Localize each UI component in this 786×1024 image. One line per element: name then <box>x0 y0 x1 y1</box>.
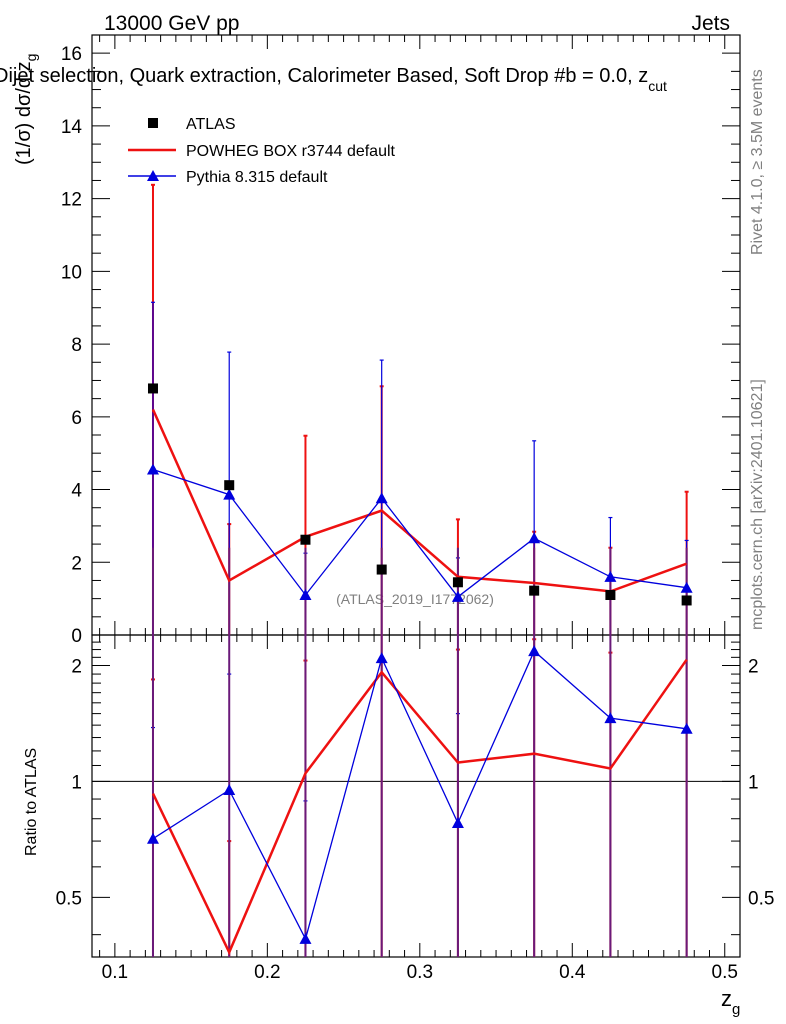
pythia-ratio-line <box>152 650 687 941</box>
pythia-point <box>680 581 693 593</box>
x-tick-label: 0.5 <box>712 962 738 983</box>
pythia-point <box>375 492 388 504</box>
ratio-axes: 0.1 0.2 0.3 0.4 0.5 0.5 0.5 1 1 2 2 <box>56 635 774 983</box>
pythia-point <box>528 532 541 544</box>
plot-title-main: Dijet selection, Quark extraction, Calor… <box>0 65 648 87</box>
x-tick-label: 0.1 <box>102 962 128 983</box>
main-axes: 0 2 4 6 8 10 12 14 16 <box>61 34 740 647</box>
ratio-ylabel: Ratio to ATLAS <box>23 748 40 856</box>
header-left: 13000 GeV pp <box>104 12 239 35</box>
atlas-point <box>376 564 387 575</box>
watermark: (ATLAS_2019_I1772062) <box>336 591 494 607</box>
y-tick-label: 14 <box>61 117 83 138</box>
y-tick-label: 12 <box>61 190 82 211</box>
atlas-point <box>605 590 616 600</box>
ratio-y-tick-label-right: 2 <box>748 656 759 677</box>
side-note-rivet: Rivet 4.1.0, ≥ 3.5M events <box>749 69 766 255</box>
x-tick-label: 0.4 <box>559 962 586 983</box>
pythia-point <box>604 570 617 582</box>
legend-marker-pythia <box>147 170 159 181</box>
main-ylabel-sub: g <box>23 54 39 62</box>
pythia-ratio-point <box>375 652 388 664</box>
legend: ATLAS POWHEG BOX r3744 default Pythia 8.… <box>128 116 396 186</box>
x-tick-label: 0.3 <box>407 962 433 983</box>
pythia-ratio-point <box>223 783 236 795</box>
legend-label-atlas: ATLAS <box>186 116 236 133</box>
ratio-y-tick-label-right: 1 <box>748 772 759 793</box>
main-ylabel: (1/σ) dσ/d zg <box>13 54 39 165</box>
legend-label-powheg: POWHEG BOX r3744 default <box>186 143 396 160</box>
main-ylabel-text: (1/σ) dσ/d z <box>13 61 35 165</box>
y-tick-label: 8 <box>71 335 82 356</box>
powheg-line <box>151 408 688 593</box>
y-tick-label: 6 <box>71 408 82 429</box>
atlas-point <box>147 383 158 394</box>
plot-title-sub: cut <box>648 78 667 94</box>
atlas-point <box>452 577 463 588</box>
pythia-ratio-point <box>146 832 159 844</box>
atlas-point <box>681 595 692 606</box>
ratio-y-tick-label: 1 <box>71 772 82 793</box>
y-tick-label: 2 <box>71 553 82 574</box>
atlas-point <box>300 534 311 545</box>
pythia-point <box>146 463 159 475</box>
ratio-y-tick-label-right: 0.5 <box>748 888 774 909</box>
atlas-point <box>529 585 540 596</box>
ratio-marks <box>146 635 693 957</box>
pythia-ratio-point <box>528 645 541 657</box>
pythia-point <box>451 590 464 602</box>
pythia-ratio-point <box>299 932 312 944</box>
pythia-line <box>152 468 687 598</box>
header-right: Jets <box>691 12 730 35</box>
pythia-ratio-point <box>604 712 617 724</box>
xlabel-sub: g <box>732 1001 740 1018</box>
xlabel: zg <box>721 986 740 1018</box>
plot-title: Dijet selection, Quark extraction, Calor… <box>0 65 667 94</box>
side-note-mcplots: mcplots.cern.ch [arXiv:2401.10621] <box>749 379 766 630</box>
atlas-point <box>224 480 235 491</box>
x-tick-label: 0.2 <box>254 962 280 983</box>
ratio-y-tick-label: 2 <box>71 656 82 677</box>
legend-marker-atlas <box>148 118 158 128</box>
ratio-frame <box>91 634 741 958</box>
y-tick-label: 0 <box>71 626 82 647</box>
legend-label-pythia: Pythia 8.315 default <box>186 169 328 186</box>
xlabel-text: z <box>721 986 732 1011</box>
pythia-ratio-point <box>451 816 464 828</box>
y-tick-label: 10 <box>61 262 82 283</box>
pythia-point <box>299 589 312 600</box>
pythia-ratio-point <box>680 722 693 734</box>
powheg-ratio-line <box>151 658 688 956</box>
pythia-point <box>223 488 236 500</box>
y-tick-label: 4 <box>71 481 82 502</box>
main-marks <box>146 183 693 635</box>
ratio-y-tick-label: 0.5 <box>56 888 82 909</box>
y-tick-label: 16 <box>61 44 82 65</box>
